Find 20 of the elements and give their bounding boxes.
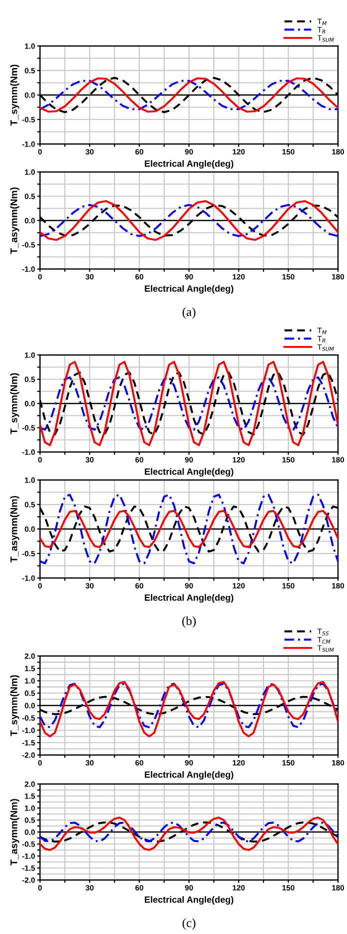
- x-axis-title: Electrical Angle(deg): [144, 285, 234, 294]
- y-axis-title: T_symm(Nm): [10, 64, 20, 126]
- line-series: [40, 681, 338, 738]
- line-series: [40, 816, 338, 851]
- x-axis-title: Electrical Angle(deg): [144, 160, 234, 169]
- x-axis-title: Electrical Angle(deg): [144, 468, 234, 477]
- y-axis-title: T_asymm(Nm): [10, 187, 20, 254]
- x-axis-title: Electrical Angle(deg): [144, 771, 234, 780]
- text: (c): [182, 918, 196, 930]
- line-series: [40, 682, 338, 728]
- text: (a): [182, 307, 196, 319]
- y-axis-title: T_asymm(Nm): [10, 496, 20, 562]
- x-axis-title: Electrical Angle(deg): [144, 896, 234, 905]
- text: (b): [182, 616, 196, 628]
- line-series: [40, 360, 338, 446]
- y-axis-title: T_symm(Nm): [10, 373, 20, 434]
- y-axis-title: T_symm(Nm): [10, 675, 20, 736]
- line-series: [40, 494, 338, 564]
- x-axis-title: Electrical Angle(deg): [144, 594, 234, 603]
- y-axis-title: T_asymm(Nm): [10, 798, 20, 866]
